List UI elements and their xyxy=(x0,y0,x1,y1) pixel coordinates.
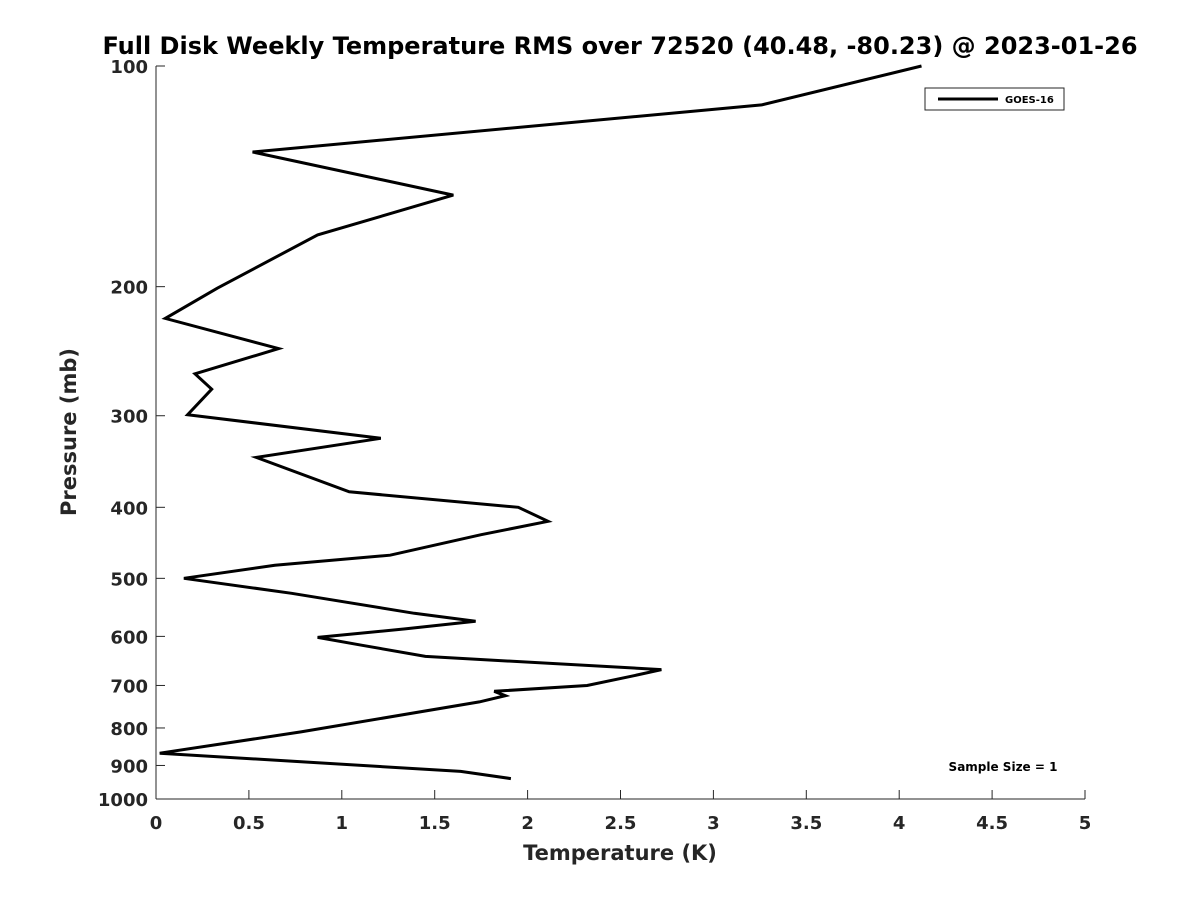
x-tick-label: 2 xyxy=(521,813,534,834)
sample-size-annotation: Sample Size = 1 xyxy=(949,760,1058,774)
y-tick-label: 500 xyxy=(110,569,148,590)
chart-title: Full Disk Weekly Temperature RMS over 72… xyxy=(102,32,1137,60)
y-axis-ticks: 100 200 300 400 500 600 700 800 900 1000 xyxy=(98,57,165,811)
y-tick-label: 200 xyxy=(110,278,148,299)
y-tick-label: 600 xyxy=(110,627,148,648)
x-tick-label: 0 xyxy=(150,813,163,834)
y-tick-label: 1000 xyxy=(98,790,148,811)
x-tick-label: 5 xyxy=(1079,813,1092,834)
x-tick-label: 1 xyxy=(336,813,349,834)
x-tick-label: 1.5 xyxy=(419,813,451,834)
x-tick-label: 4.5 xyxy=(976,813,1008,834)
y-tick-label: 800 xyxy=(110,719,148,740)
x-axis-ticks: 0 0.5 1 1.5 2 2.5 3 3.5 4 4.5 5 xyxy=(150,790,1092,834)
y-tick-label: 700 xyxy=(110,676,148,697)
x-axis-label: Temperature (K) xyxy=(523,841,717,865)
x-tick-label: 3 xyxy=(707,813,720,834)
x-tick-label: 0.5 xyxy=(233,813,265,834)
series-layer xyxy=(159,64,922,781)
y-axis-label: Pressure (mb) xyxy=(57,348,81,516)
y-tick-label: 900 xyxy=(110,756,148,777)
x-tick-label: 3.5 xyxy=(790,813,822,834)
x-tick-label: 2.5 xyxy=(605,813,637,834)
y-tick-label: 300 xyxy=(110,407,148,428)
legend-entry-goes-16: GOES-16 xyxy=(1005,95,1054,106)
x-tick-label: 4 xyxy=(893,813,906,834)
legend: GOES-16 xyxy=(924,87,1065,111)
y-tick-label: 100 xyxy=(110,57,148,78)
series-line-goes-16 xyxy=(159,64,922,781)
y-tick-label: 400 xyxy=(110,498,148,519)
